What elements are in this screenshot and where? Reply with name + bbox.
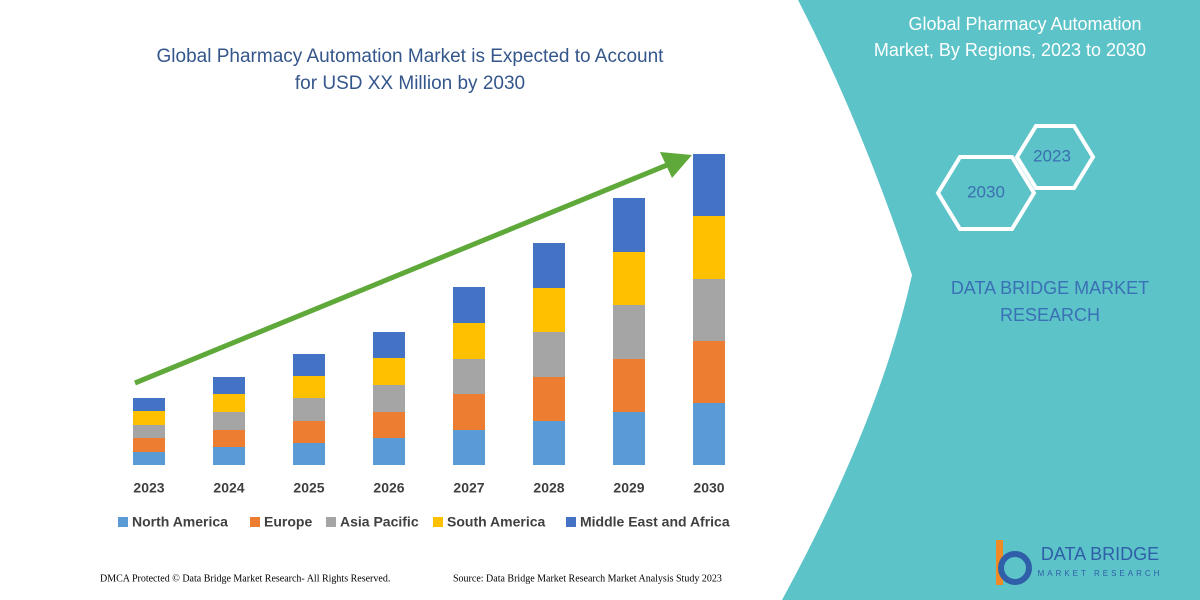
bar-segment — [453, 287, 485, 323]
bar-segment — [213, 377, 245, 394]
chart-title: for USD XX Million by 2030 — [295, 73, 525, 94]
bar-segment — [453, 394, 485, 430]
bar-segment — [213, 430, 245, 447]
bar-segment — [453, 323, 485, 359]
bar-segment — [133, 452, 165, 465]
bar-segment — [213, 394, 245, 412]
brand-text: RESEARCH — [1000, 305, 1100, 325]
bar-segment — [613, 412, 645, 465]
bar-segment — [693, 403, 725, 465]
bar-segment — [293, 354, 325, 376]
legend-swatch — [326, 517, 336, 527]
bar-segment — [693, 154, 725, 216]
bar-segment — [693, 216, 725, 279]
bar-segment — [533, 377, 565, 421]
bar-segment — [293, 443, 325, 465]
logo-name: DATA BRIDGE — [1041, 544, 1159, 564]
bar-segment — [533, 421, 565, 465]
x-tick-label: 2024 — [213, 480, 244, 496]
legend-swatch — [433, 517, 443, 527]
bar-segment — [293, 376, 325, 398]
bar-segment — [693, 341, 725, 403]
legend-label: Europe — [264, 514, 312, 530]
bar-segment — [613, 305, 645, 359]
x-tick-label: 2023 — [133, 480, 164, 496]
panel-title: Global Pharmacy Automation — [908, 14, 1141, 34]
x-tick-label: 2026 — [373, 480, 404, 496]
bar-segment — [373, 358, 405, 385]
bar-segment — [293, 398, 325, 421]
logo-tagline: MARKET RESEARCH — [1038, 569, 1163, 578]
bar-segment — [213, 412, 245, 430]
bar-segment — [613, 252, 645, 305]
bar-segment — [373, 438, 405, 465]
footer-source: Source: Data Bridge Market Research Mark… — [453, 573, 722, 584]
bar-segment — [533, 288, 565, 332]
bar-segment — [133, 411, 165, 425]
legend-label: South America — [447, 514, 545, 530]
plot: 2023 2024 2025 2026 2027 2028 2029 2030 North Am… — [118, 154, 730, 530]
x-tick-label: 2027 — [453, 480, 484, 496]
bar-segment — [453, 430, 485, 465]
bar-segment — [453, 359, 485, 394]
bar-segment — [533, 243, 565, 288]
legend-swatch — [118, 517, 128, 527]
bar-segment — [533, 332, 565, 377]
brand-text: DATA BRIDGE MARKET — [951, 278, 1149, 298]
bar-segment — [373, 385, 405, 412]
logo-icon — [998, 551, 1032, 585]
x-tick-label: 2025 — [293, 480, 324, 496]
bar-segment — [213, 447, 245, 465]
hexagon — [1014, 124, 1096, 190]
legend-swatch — [250, 517, 260, 527]
hexagon-label: 2030 — [967, 182, 1005, 201]
hexagon — [935, 155, 1037, 231]
legend-label: North America — [132, 514, 228, 530]
side-panel — [782, 0, 1200, 600]
footer-rights: DMCA Protected © Data Bridge Market Rese… — [100, 573, 390, 584]
bar-segment — [613, 198, 645, 252]
bar-segment — [133, 438, 165, 452]
bar-segment — [613, 359, 645, 412]
logo: DATA BRIDGE MARKET RESEARCH — [996, 540, 1163, 585]
x-tick-label: 2028 — [533, 480, 564, 496]
bar-segment — [373, 412, 405, 438]
trend-arrowhead — [660, 152, 692, 178]
x-tick-label: 2030 — [693, 480, 724, 496]
bar-segment — [693, 279, 725, 341]
legend-swatch — [566, 517, 576, 527]
x-tick-label: 2029 — [613, 480, 644, 496]
legend-label: Asia Pacific — [340, 514, 419, 530]
panel-title: Market, By Regions, 2023 to 2030 — [874, 40, 1146, 60]
chart-title: Global Pharmacy Automation Market is Exp… — [157, 46, 665, 67]
bar-segment — [373, 332, 405, 358]
hexagon-label: 2023 — [1033, 146, 1071, 165]
trend-arrow — [134, 160, 673, 386]
bar-segment — [133, 425, 165, 438]
bar-segment — [133, 398, 165, 411]
legend-label: Middle East and Africa — [580, 514, 730, 530]
bar-segment — [293, 421, 325, 443]
